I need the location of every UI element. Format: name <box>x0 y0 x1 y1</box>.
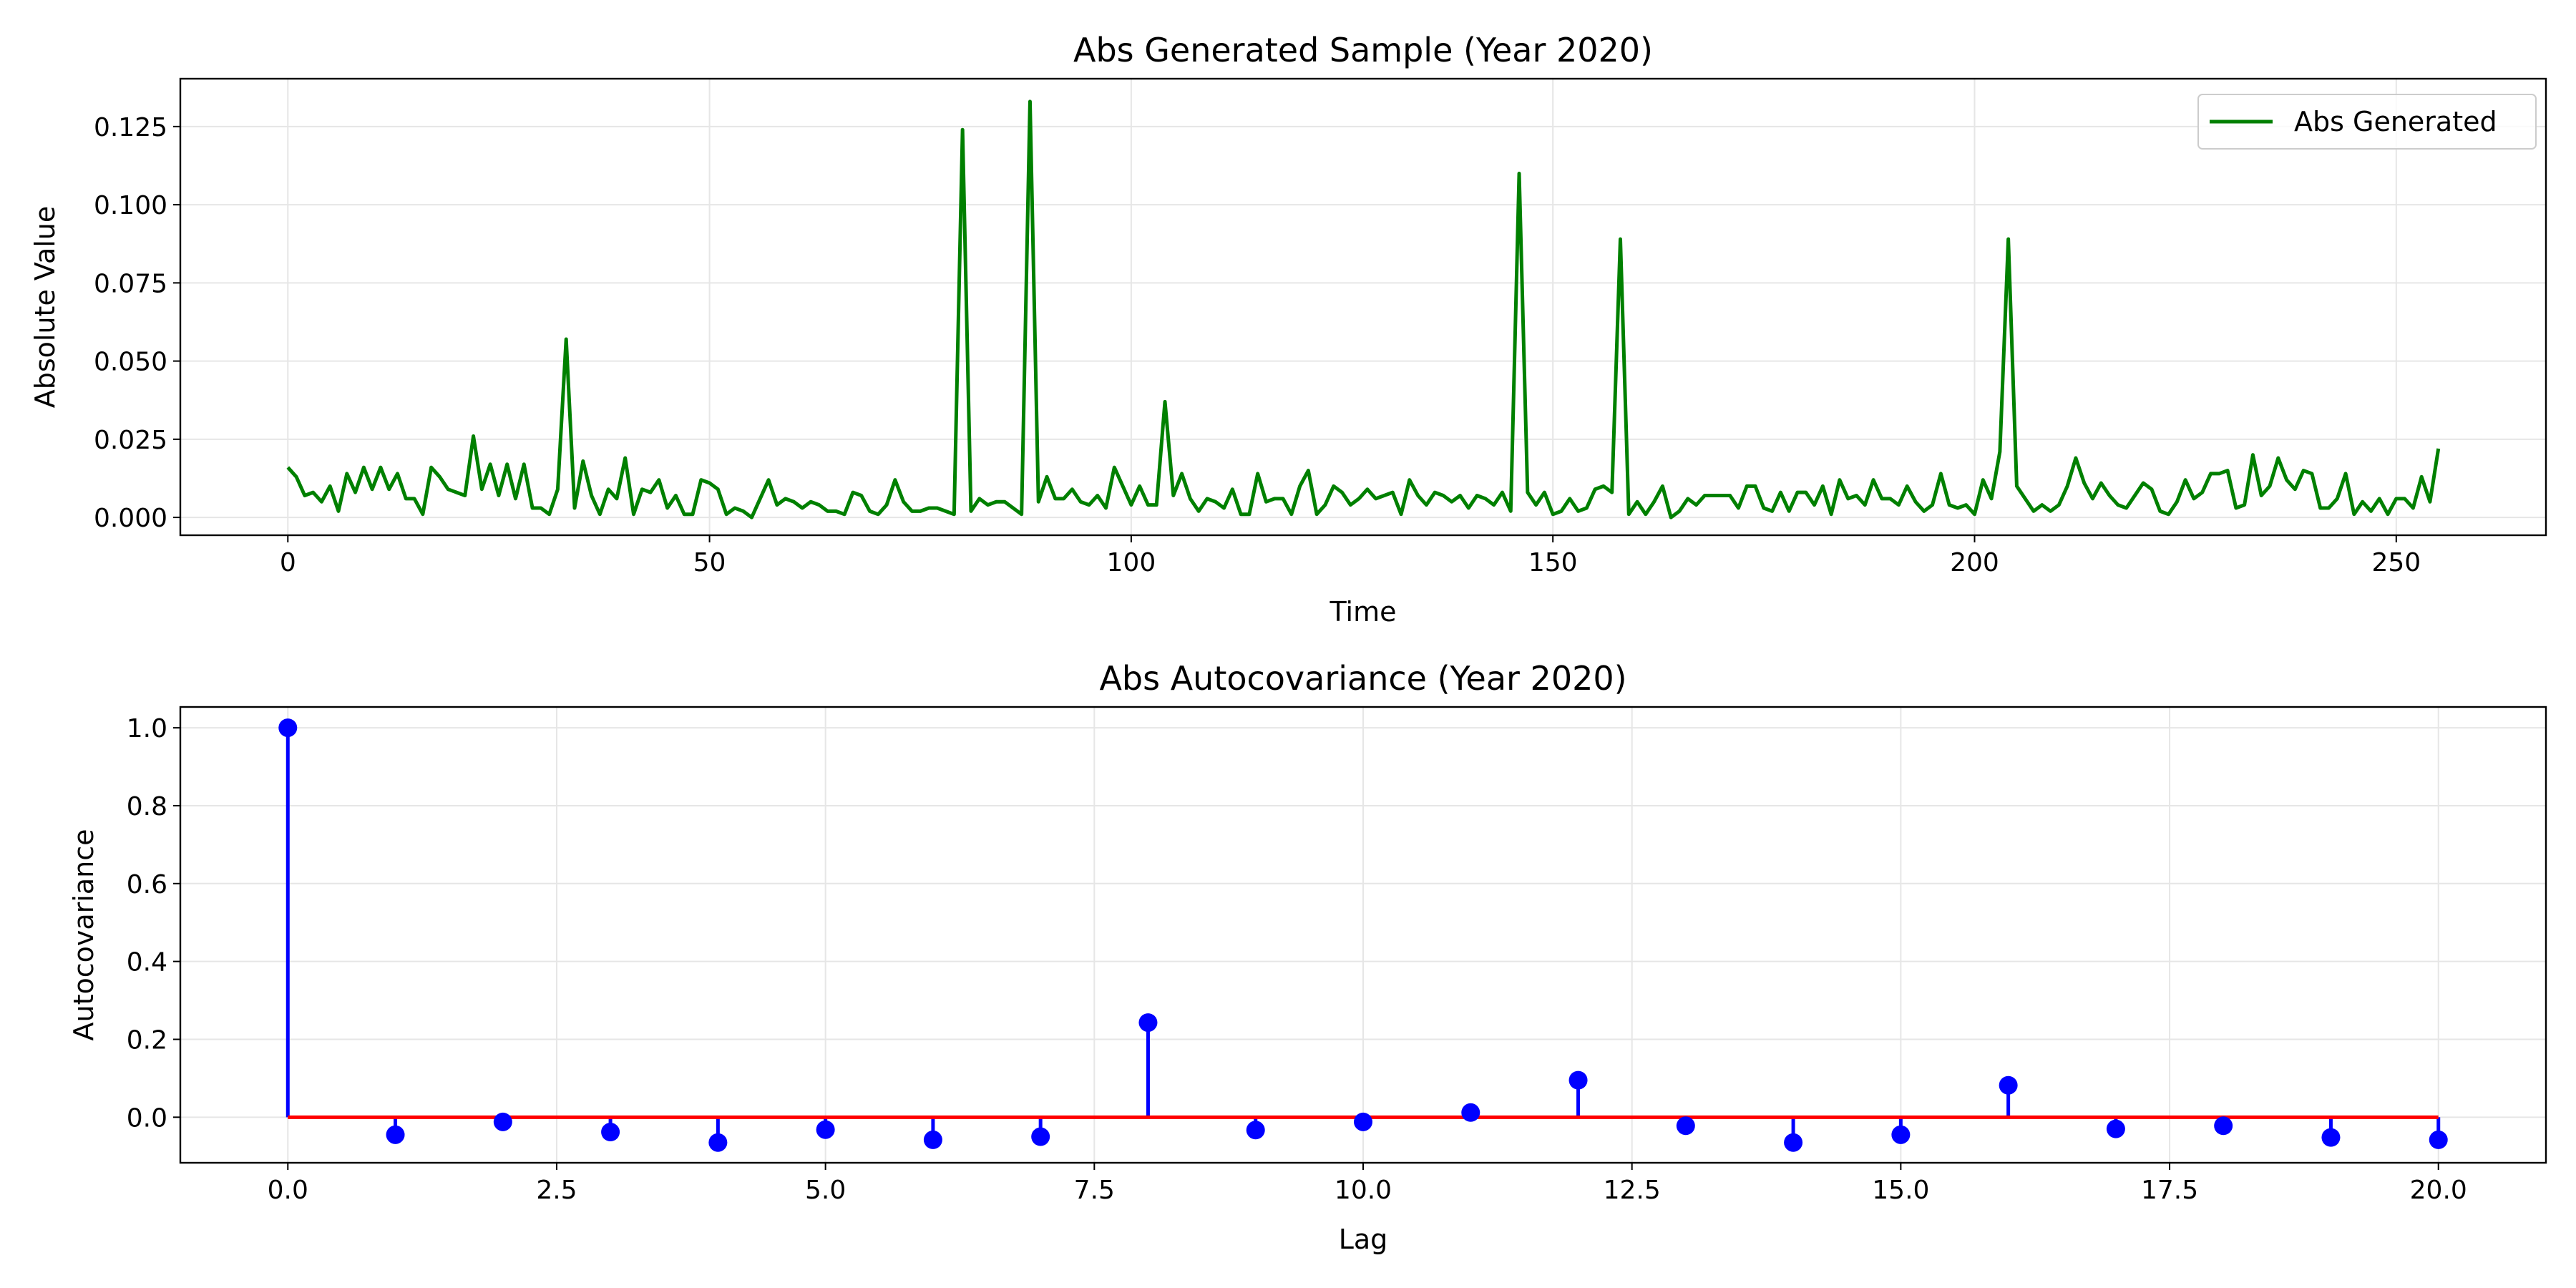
stem-marker <box>1354 1112 1372 1131</box>
legend: Abs Generated <box>2197 94 2537 150</box>
chart-title: Abs Autocovariance (Year 2020) <box>1099 659 1626 698</box>
data-layer <box>286 99 2441 519</box>
stem-marker <box>601 1123 620 1142</box>
stem-marker <box>1784 1133 1803 1152</box>
plot-frame <box>179 77 2547 537</box>
legend-label: Abs Generated <box>2294 106 2497 137</box>
stem-marker <box>2214 1116 2233 1136</box>
x-tick-label: 15.0 <box>1872 1176 1929 1205</box>
x-tick-label: 100 <box>1107 548 1156 577</box>
y-tick-label: 1.0 <box>127 714 167 743</box>
stem-marker <box>2321 1128 2341 1147</box>
x-tick-label: 2.5 <box>536 1176 577 1205</box>
y-tick-label: 0.0 <box>127 1103 167 1133</box>
y-tick-label: 0.8 <box>127 792 167 821</box>
stem-marker <box>923 1130 942 1149</box>
stem-marker <box>1676 1116 1695 1136</box>
y-tick-label: 0.2 <box>127 1025 167 1055</box>
stem-marker <box>278 718 298 738</box>
data-layer <box>278 718 2448 1152</box>
grid-lines <box>180 79 2546 535</box>
y-tick-label: 0.050 <box>94 348 167 377</box>
stem-marker <box>1999 1075 2018 1095</box>
x-tick-label: 150 <box>1528 548 1578 577</box>
stem-marker <box>493 1112 512 1131</box>
y-tick-label: 0.6 <box>127 870 167 899</box>
stem-marker <box>2429 1130 2448 1149</box>
x-tick-label: 20.0 <box>2410 1176 2467 1205</box>
y-tick-label: 0.000 <box>94 504 167 533</box>
y-tick-label: 0.4 <box>127 948 167 977</box>
stem-marker <box>1031 1127 1050 1146</box>
x-axis-label: Lag <box>1339 1224 1388 1255</box>
x-tick-label: 12.5 <box>1604 1176 1661 1205</box>
tick-layer: 0.0 2.5 5.0 7.5 10.0 12.5 15.0 17.5 20.0 0.0 0.2 0.… <box>127 714 2467 1205</box>
x-tick-label: 17.5 <box>2141 1176 2198 1205</box>
stem-marker <box>386 1125 405 1144</box>
x-tick-label: 7.5 <box>1074 1176 1115 1205</box>
stem-marker <box>2106 1119 2125 1138</box>
x-tick-label: 0 <box>280 548 296 577</box>
y-tick-label: 0.075 <box>94 269 167 298</box>
tick-layer: 0 50 100 150 200 250 0.000 0.025 0.050 0.075 0.100… <box>94 113 2421 577</box>
y-tick-label: 0.025 <box>94 426 167 455</box>
y-axis-label: Autocovariance <box>68 829 99 1041</box>
series-line-abs-generated <box>286 99 2441 519</box>
stem-marker <box>1138 1013 1158 1033</box>
x-tick-label: 0.0 <box>268 1176 308 1205</box>
stem-marker <box>1891 1125 1911 1144</box>
chart-title: Abs Generated Sample (Year 2020) <box>1073 31 1653 69</box>
x-tick-label: 5.0 <box>805 1176 846 1205</box>
grid-lines <box>180 707 2546 1163</box>
x-tick-label: 50 <box>693 548 726 577</box>
stem-marker <box>1246 1121 1265 1140</box>
y-axis-label: Absolute Value <box>29 206 61 409</box>
legend-box <box>2197 94 2537 150</box>
stem-marker <box>1568 1070 1588 1090</box>
y-tick-label: 0.100 <box>94 191 167 220</box>
stem-chart-autocovariance: 0.0 2.5 5.0 7.5 10.0 12.5 15.0 17.5 20.0 0.0 0.2 0.… <box>68 659 2547 1255</box>
line-chart-abs-generated: 0 50 100 150 200 250 0.000 0.025 0.050 0.075 0.100… <box>29 31 2547 628</box>
stem-marker <box>708 1133 728 1152</box>
x-tick-label: 250 <box>2371 548 2421 577</box>
y-tick-label: 0.125 <box>94 113 167 142</box>
x-tick-label: 10.0 <box>1335 1176 1392 1205</box>
x-axis-label: Time <box>1330 596 1397 628</box>
stem-marker <box>816 1120 835 1139</box>
stem-marker <box>1461 1103 1480 1122</box>
x-tick-label: 200 <box>1950 548 1999 577</box>
